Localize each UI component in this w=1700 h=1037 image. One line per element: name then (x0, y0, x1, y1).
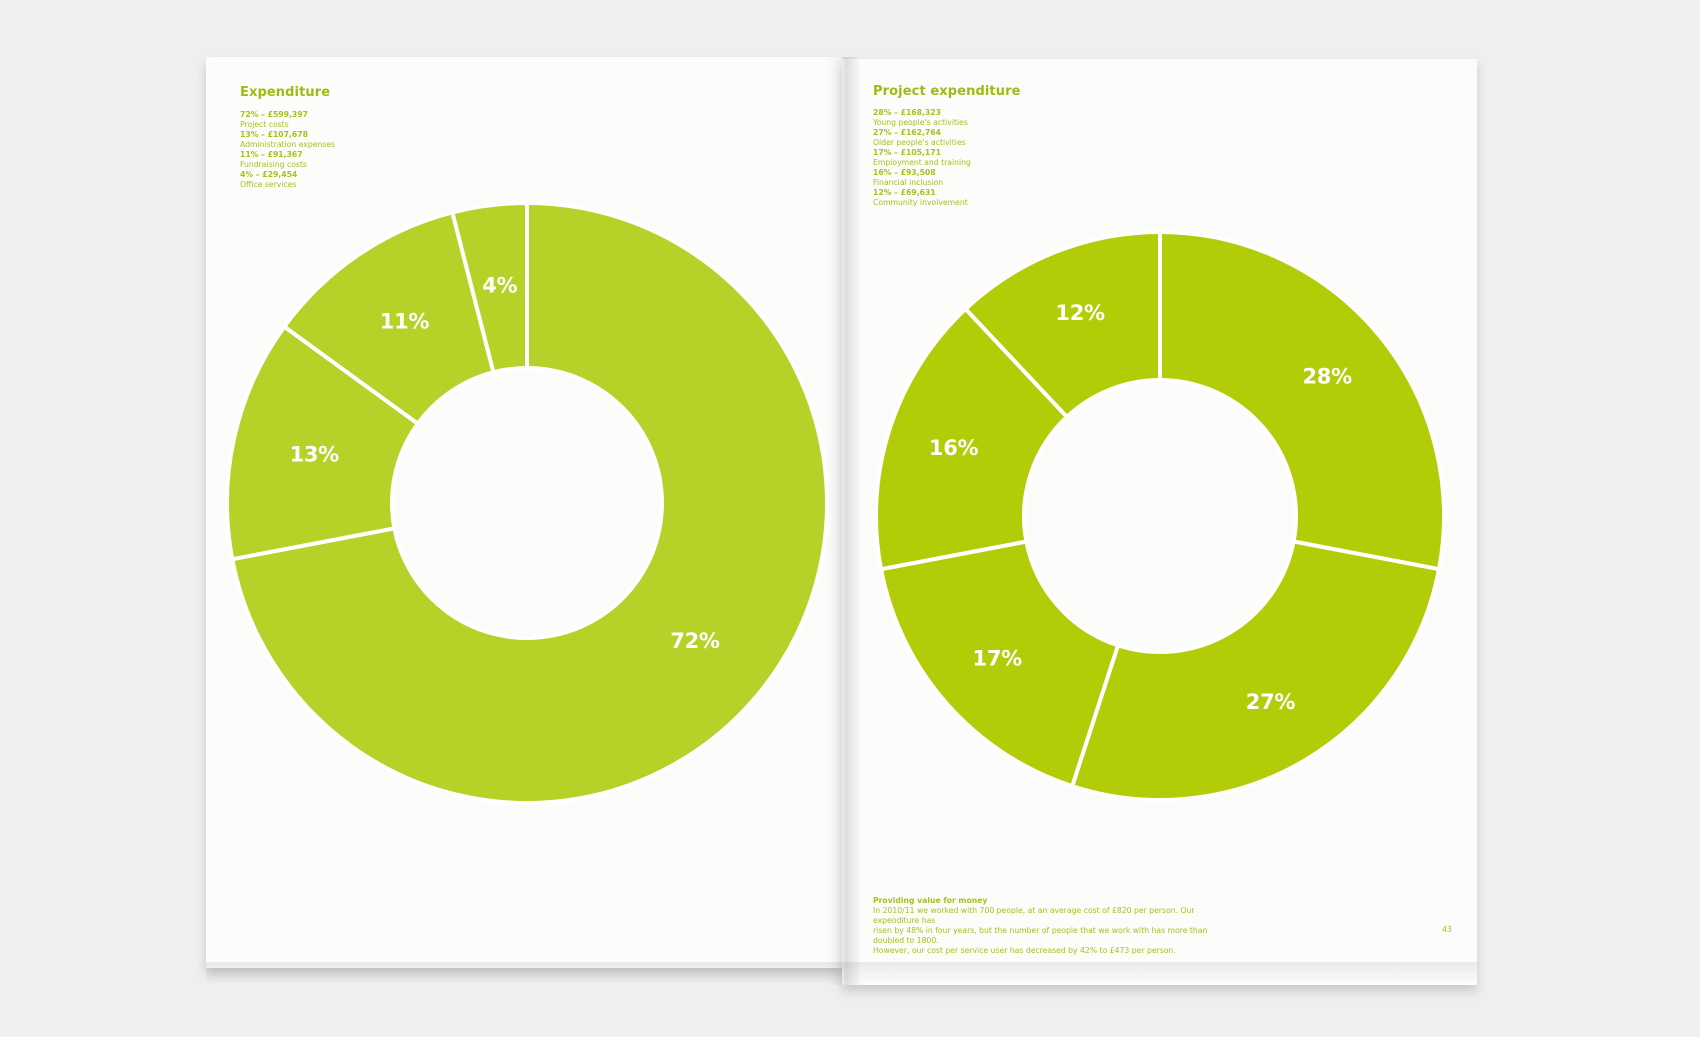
donut-slice-office-services (449, 200, 529, 375)
slice-value-label: 17% (973, 647, 1023, 671)
legend-category: Employment and training (873, 158, 971, 167)
legend-item: 11% – £91,367 Fundraising costs (240, 150, 335, 170)
slice-value-label: 4% (482, 274, 517, 298)
slice-value-label: 11% (380, 310, 430, 334)
legend-category: Community involvement (873, 198, 968, 207)
slice-value-label: 72% (670, 629, 720, 653)
legend-category: Project costs (240, 120, 289, 129)
slice-value-label: 12% (1055, 301, 1105, 325)
legend-amount: 17% – £105,171 (873, 148, 941, 157)
legend-item: 12% – £69,631 Community involvement (873, 188, 971, 208)
legend-category: Financial inclusion (873, 178, 944, 187)
project-expenditure-slices (874, 229, 1446, 802)
legend-amount: 27% – £162,764 (873, 128, 941, 137)
legend-category: Fundraising costs (240, 160, 307, 169)
expenditure-chart-title: Expenditure (240, 85, 331, 100)
legend-item: 28% – £168,323 Young people's activities (873, 108, 971, 128)
legend-category: Administration expenses (240, 140, 336, 149)
project-expenditure-chart-title: Project expenditure (873, 84, 1021, 99)
legend-item: 72% – £599,397 Project costs (240, 110, 335, 130)
project-expenditure-legend: 28% – £168,323 Young people's activities… (873, 108, 971, 208)
legend-amount: 72% – £599,397 (240, 110, 308, 119)
legend-item: 27% – £162,764 Older people's activities (873, 128, 971, 148)
slice-value-label: 13% (290, 442, 340, 466)
legend-category: Office services (240, 180, 297, 189)
donut-slice-financial-inclusion (874, 306, 1070, 572)
legend-amount: 28% – £168,323 (873, 108, 941, 117)
page-number: 43 (1442, 925, 1452, 934)
legend-amount: 16% – £93,508 (873, 168, 936, 177)
expenditure-labels: 72% 13% 11% 4% (290, 274, 721, 653)
expenditure-donut-chart: 72% 13% 11% 4% (225, 200, 829, 805)
footer-heading: Providing value for money (873, 896, 988, 905)
slice-value-label: 28% (1303, 365, 1353, 389)
legend-amount: 11% – £91,367 (240, 150, 303, 159)
slice-value-label: 16% (929, 436, 979, 460)
expenditure-slices (225, 200, 829, 805)
legend-item: 4% – £29,454 Office services (240, 170, 335, 190)
donut-slice-older-people-s-activities (1069, 539, 1442, 802)
footer-line: In 2010/11 we worked with 700 people, at… (873, 906, 1195, 925)
project-expenditure-labels: 28% 27% 17% 16% 12% (929, 301, 1353, 714)
footer-line: However, our cost per service user has d… (873, 946, 1176, 955)
slice-value-label: 27% (1246, 690, 1296, 714)
legend-amount: 4% – £29,454 (240, 170, 298, 179)
donut-slice-administration-expenses (225, 323, 421, 562)
footer-line: risen by 48% in four years, but the numb… (873, 926, 1208, 945)
donut-slice-young-people-s-activities (1158, 229, 1446, 572)
footer-note: Providing value for money In 2010/11 we … (873, 896, 1233, 956)
legend-amount: 13% – £107,678 (240, 130, 308, 139)
legend-item: 16% – £93,508 Financial inclusion (873, 168, 971, 188)
donut-slice-fundraising-costs (281, 209, 496, 427)
legend-item: 17% – £105,171 Employment and training (873, 148, 971, 168)
expenditure-legend: 72% – £599,397 Project costs 13% – £107,… (240, 110, 335, 190)
project-expenditure-donut-chart: 28% 27% 17% 16% 12% (874, 229, 1446, 802)
legend-category: Older people's activities (873, 138, 966, 147)
legend-item: 13% – £107,678 Administration expenses (240, 130, 335, 150)
legend-category: Young people's activities (873, 118, 968, 127)
donut-slice-employment-and-training (878, 539, 1121, 789)
donut-slice-community-involvement (962, 229, 1162, 420)
donut-slice-project-costs (229, 200, 829, 805)
legend-amount: 12% – £69,631 (873, 188, 936, 197)
